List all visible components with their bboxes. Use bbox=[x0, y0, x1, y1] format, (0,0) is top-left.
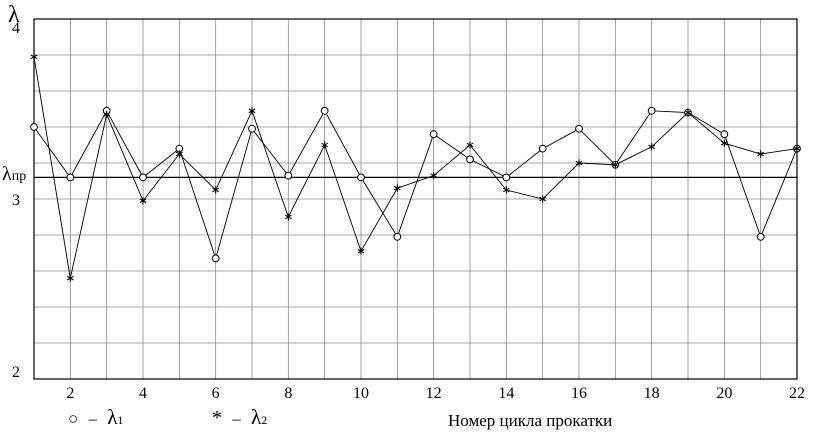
x-tick-label: 16 bbox=[571, 385, 587, 402]
asterisk-stroke bbox=[284, 214, 292, 220]
asterisk-stroke bbox=[139, 198, 147, 204]
series-line-λ2 bbox=[33, 56, 798, 279]
data-point-λ2 bbox=[793, 145, 801, 153]
legend-name: λ bbox=[251, 405, 262, 429]
data-point-λ2 bbox=[720, 139, 728, 147]
data-point-λ2 bbox=[684, 109, 692, 117]
reference-line-label: λпр bbox=[2, 163, 26, 185]
asterisk-stroke bbox=[539, 196, 547, 202]
data-point-λ1 bbox=[66, 173, 75, 182]
data-point-λ1 bbox=[393, 232, 402, 241]
data-point-λ1 bbox=[720, 130, 729, 139]
data-point-λ2 bbox=[393, 184, 401, 192]
data-point-λ1 bbox=[502, 173, 511, 182]
data-point-λ1 bbox=[575, 124, 583, 133]
data-point-λ1 bbox=[756, 232, 765, 241]
data-point-λ2 bbox=[357, 247, 365, 255]
asterisk-stroke bbox=[66, 275, 74, 281]
reference-line-label-sub: пр bbox=[12, 169, 27, 184]
asterisk-stroke bbox=[103, 112, 111, 117]
y-axis-label: λ bbox=[8, 2, 20, 28]
data-point-λ1 bbox=[647, 106, 656, 115]
data-point-λ1 bbox=[538, 144, 547, 153]
series-group bbox=[30, 53, 801, 282]
legend-name-sub: 1 bbox=[117, 413, 123, 427]
data-point-λ1 bbox=[320, 106, 329, 115]
series-line-λ1 bbox=[33, 109, 798, 260]
legend-name-sub: 2 bbox=[261, 413, 267, 427]
asterisk-stroke bbox=[502, 187, 510, 193]
grid bbox=[34, 19, 797, 379]
asterisk-stroke bbox=[611, 162, 619, 168]
data-point-λ2 bbox=[466, 141, 474, 149]
data-point-λ2 bbox=[175, 150, 183, 158]
data-point-λ2 bbox=[430, 172, 438, 180]
data-point-λ2 bbox=[103, 110, 111, 118]
asterisk-stroke bbox=[393, 185, 401, 191]
data-point-λ1 bbox=[466, 155, 474, 164]
data-point-λ1 bbox=[139, 173, 147, 182]
asterisk-stroke bbox=[684, 110, 692, 115]
legend-item-lambda2: * – λ2 bbox=[212, 405, 267, 429]
legend-symbol-circle: ○ bbox=[68, 409, 78, 428]
y-tick-label: 2 bbox=[12, 364, 20, 381]
data-point-λ2 bbox=[139, 197, 147, 205]
data-point-λ2 bbox=[248, 107, 256, 115]
data-point-λ2 bbox=[757, 150, 765, 158]
x-tick-label: 14 bbox=[498, 385, 514, 402]
y-tick-label: 3 bbox=[12, 192, 20, 209]
data-point-λ2 bbox=[611, 161, 619, 169]
x-tick-label: 2 bbox=[66, 385, 74, 402]
reference-line-label-main: λ bbox=[2, 163, 12, 185]
asterisk-stroke bbox=[648, 144, 656, 150]
legend-item-lambda1: ○ – λ1 bbox=[68, 405, 123, 429]
x-tick-label: 10 bbox=[353, 385, 369, 402]
x-tick-label: 18 bbox=[644, 385, 660, 402]
asterisk-stroke bbox=[757, 151, 765, 157]
x-tick-label: 22 bbox=[789, 385, 805, 402]
data-point-λ1 bbox=[30, 123, 38, 131]
x-tick-label: 20 bbox=[716, 385, 732, 402]
x-axis-label: Номер цикла прокатки bbox=[448, 411, 612, 430]
asterisk-stroke bbox=[30, 54, 38, 60]
asterisk-stroke bbox=[430, 173, 438, 178]
asterisk-stroke bbox=[720, 140, 728, 146]
y-tick-label: 4 bbox=[12, 20, 20, 37]
legend-dash: – bbox=[231, 409, 241, 428]
legend-name: λ bbox=[107, 405, 118, 429]
data-point-λ2 bbox=[575, 159, 583, 167]
data-point-λ1 bbox=[211, 254, 220, 263]
data-point-λ1 bbox=[248, 124, 256, 133]
asterisk-stroke bbox=[793, 146, 801, 151]
data-point-λ2 bbox=[284, 213, 292, 221]
data-point-λ2 bbox=[66, 274, 74, 282]
asterisk-stroke bbox=[575, 160, 583, 166]
asterisk-stroke bbox=[212, 187, 220, 193]
data-point-λ1 bbox=[284, 171, 293, 180]
legend-dash: – bbox=[88, 409, 98, 428]
asterisk-stroke bbox=[357, 248, 365, 254]
plot-border bbox=[33, 18, 798, 380]
legend: ○ – λ1 * – λ2 bbox=[68, 405, 267, 429]
x-tick-label: 6 bbox=[212, 385, 220, 402]
data-point-λ2 bbox=[502, 186, 510, 194]
asterisk-stroke bbox=[466, 142, 474, 148]
data-point-λ2 bbox=[648, 143, 656, 151]
data-point-λ2 bbox=[539, 195, 547, 203]
x-tick-label: 4 bbox=[139, 385, 147, 402]
data-point-λ1 bbox=[357, 173, 365, 182]
data-point-λ2 bbox=[30, 53, 38, 61]
asterisk-stroke bbox=[248, 108, 256, 114]
data-point-λ1 bbox=[429, 130, 438, 139]
data-point-λ2 bbox=[212, 186, 220, 194]
plot-frame bbox=[33, 18, 798, 380]
x-tick-label: 12 bbox=[426, 385, 442, 402]
x-tick-label: 8 bbox=[284, 385, 292, 402]
legend-symbol-asterisk: * bbox=[212, 407, 222, 429]
asterisk-stroke bbox=[321, 142, 329, 148]
data-point-λ2 bbox=[321, 141, 329, 149]
asterisk-stroke bbox=[175, 151, 183, 157]
